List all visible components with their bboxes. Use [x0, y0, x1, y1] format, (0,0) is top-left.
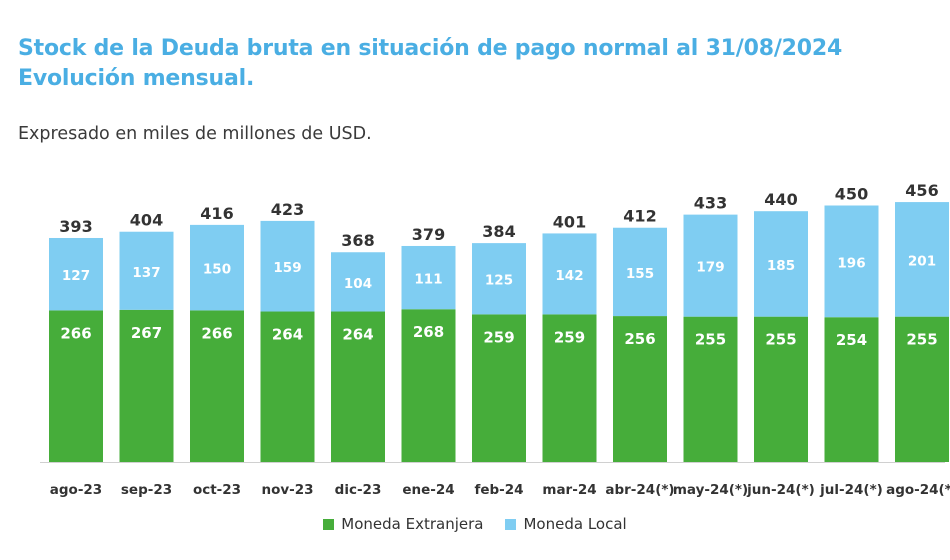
data-label-total-0: 393: [59, 217, 92, 236]
data-label-moneda-local-8: 155: [626, 266, 654, 282]
bar-moneda-local-6: [472, 243, 526, 315]
bar-moneda-local-12: [895, 202, 949, 317]
data-label-moneda-extranjera-7: 259: [554, 328, 585, 346]
data-label-total-10: 440: [764, 190, 797, 209]
x-tick-label-1: sep-23: [121, 482, 172, 498]
data-label-moneda-local-2: 150: [203, 262, 231, 278]
bar-moneda-local-11: [824, 205, 879, 318]
data-label-moneda-local-12: 201: [908, 253, 936, 269]
legend-label-moneda-extranjera: Moneda Extranjera: [341, 515, 484, 533]
data-label-moneda-local-7: 142: [555, 268, 583, 284]
legend-item-moneda-local: Moneda Local: [505, 515, 627, 533]
data-label-total-8: 412: [623, 207, 656, 226]
data-label-moneda-local-4: 104: [344, 276, 372, 292]
bar-moneda-extranjera-3: [260, 311, 315, 462]
bar-moneda-extranjera-8: [613, 316, 667, 462]
bar-moneda-local-4: [331, 252, 385, 312]
data-label-moneda-local-5: 111: [414, 272, 442, 288]
data-label-total-12: 456: [905, 181, 938, 200]
legend-label-moneda-local: Moneda Local: [523, 515, 627, 533]
data-label-total-7: 401: [553, 212, 586, 231]
data-label-moneda-extranjera-2: 266: [201, 324, 232, 342]
bar-moneda-extranjera-2: [190, 310, 244, 462]
data-label-total-1: 404: [130, 211, 163, 230]
data-label-total-3: 423: [271, 200, 304, 219]
bar-moneda-extranjera-7: [542, 314, 597, 462]
data-label-total-9: 433: [694, 194, 727, 213]
data-label-moneda-local-9: 179: [696, 260, 724, 276]
x-tick-label-4: dic-23: [335, 482, 382, 498]
chart-subtitle: Expresado en miles de millones de USD.: [18, 124, 372, 144]
legend-item-moneda-extranjera: Moneda Extranjera: [323, 515, 483, 533]
data-label-moneda-extranjera-1: 267: [131, 324, 162, 342]
bar-moneda-local-1: [119, 231, 174, 310]
bar-moneda-extranjera-9: [683, 316, 738, 462]
data-label-moneda-local-1: 137: [132, 265, 160, 281]
x-tick-label-3: nov-23: [261, 482, 313, 498]
data-label-total-11: 450: [835, 185, 868, 204]
legend-swatch-moneda-local: [505, 518, 517, 530]
bar-moneda-local-8: [613, 227, 667, 317]
bar-moneda-extranjera-0: [49, 310, 103, 462]
data-label-moneda-extranjera-9: 255: [695, 331, 726, 349]
data-label-moneda-extranjera-6: 259: [483, 328, 514, 346]
data-label-moneda-local-10: 185: [767, 258, 795, 274]
data-label-total-4: 368: [341, 231, 374, 250]
x-tick-label-12: ago-24(*): [886, 482, 950, 498]
bar-moneda-extranjera-12: [895, 316, 949, 462]
data-label-moneda-extranjera-5: 268: [413, 323, 444, 341]
bar-moneda-local-5: [401, 245, 456, 310]
bar-moneda-extranjera-1: [119, 309, 174, 462]
x-tick-label-11: jul-24(*): [819, 482, 883, 498]
chart-title-line-2: Evolución mensual.: [18, 66, 255, 91]
bar-moneda-local-3: [260, 220, 315, 312]
data-label-total-2: 416: [200, 204, 233, 223]
x-tick-label-10: jun-24(*): [746, 482, 815, 498]
data-label-moneda-extranjera-0: 266: [60, 324, 91, 342]
stacked-bar-chart: 266 127 393 ago-23 267 137 404 sep-23 266 150 416 o…: [40, 181, 950, 498]
data-label-moneda-local-0: 127: [62, 268, 90, 284]
data-label-moneda-extranjera-12: 255: [906, 331, 937, 349]
data-label-moneda-extranjera-3: 264: [272, 326, 303, 344]
data-label-moneda-extranjera-11: 254: [836, 331, 867, 349]
x-tick-label-5: ene-24: [402, 482, 454, 498]
x-tick-label-6: feb-24: [474, 482, 523, 498]
x-tick-label-0: ago-23: [50, 482, 102, 498]
data-label-moneda-local-3: 159: [273, 260, 301, 276]
data-label-moneda-extranjera-8: 256: [624, 330, 655, 348]
bar-moneda-extranjera-6: [472, 314, 526, 462]
bar-moneda-local-0: [49, 237, 103, 311]
bar-moneda-extranjera-10: [754, 316, 808, 462]
data-label-total-5: 379: [412, 225, 445, 244]
chart-title: Stock de la Deuda bruta en situación de …: [18, 34, 842, 94]
bar-moneda-extranjera-11: [824, 317, 879, 462]
x-tick-label-7: mar-24: [542, 482, 596, 498]
chart-title-line-1: Stock de la Deuda bruta en situación de …: [18, 36, 843, 61]
chart-legend: Moneda Extranjera Moneda Local: [0, 515, 950, 533]
x-tick-label-8: abr-24(*): [605, 482, 674, 498]
bar-moneda-extranjera-4: [331, 311, 385, 462]
data-label-total-6: 384: [482, 222, 515, 241]
x-tick-label-2: oct-23: [193, 482, 241, 498]
bar-moneda-extranjera-5: [401, 309, 456, 462]
x-tick-label-9: may-24(*): [673, 482, 748, 498]
data-label-moneda-local-11: 196: [837, 255, 865, 271]
data-label-moneda-extranjera-10: 255: [765, 331, 796, 349]
legend-swatch-moneda-extranjera: [323, 518, 335, 530]
data-label-moneda-local-6: 125: [485, 273, 513, 289]
bar-moneda-local-10: [754, 211, 808, 317]
data-label-moneda-extranjera-4: 264: [342, 326, 373, 344]
bar-moneda-local-7: [542, 233, 597, 315]
bar-moneda-local-2: [190, 224, 244, 311]
bar-moneda-local-9: [683, 214, 738, 317]
